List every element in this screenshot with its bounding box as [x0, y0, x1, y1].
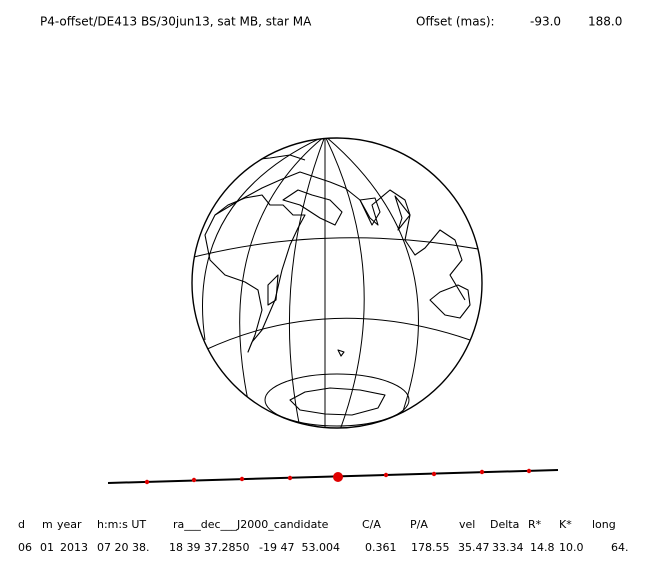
cell: 07 20 38.: [97, 541, 149, 554]
cell: 0.361: [365, 541, 397, 554]
cell: -19 47 53.004: [259, 541, 340, 554]
offset-label: Offset (mas):: [416, 15, 495, 29]
track-point: [526, 468, 532, 474]
cell: 14.8: [530, 541, 555, 554]
column-header: m: [42, 518, 53, 531]
column-header: K*: [559, 518, 572, 531]
column-header: d: [18, 518, 25, 531]
cell: 178.55: [411, 541, 450, 554]
cell: 2013: [60, 541, 88, 554]
cell: 06: [18, 541, 32, 554]
globe-outline: [191, 137, 483, 429]
table-header: d m year h:m:s UT ra___dec___J2000_candi…: [18, 518, 616, 531]
column-header: h:m:s UT: [97, 518, 146, 531]
column-header: Delta: [490, 518, 519, 531]
cell: 01: [40, 541, 54, 554]
cell: 10.0: [559, 541, 584, 554]
globe: [191, 137, 483, 429]
shadow-track: [107, 468, 559, 485]
offset-value: 188.0: [588, 15, 622, 29]
track-point: [383, 472, 389, 478]
column-header: long: [592, 518, 616, 531]
track-point: [191, 477, 197, 483]
column-header: year: [57, 518, 82, 531]
table-row: 06 01 2013 07 20 38. 18 39 37.2850 -19 4…: [18, 541, 629, 554]
cell: 33.34: [492, 541, 524, 554]
track-point: [144, 479, 150, 485]
cell: 18 39 37.2850: [169, 541, 249, 554]
track-point-center: [333, 472, 343, 482]
track-point: [431, 471, 437, 477]
track-point: [287, 475, 293, 481]
column-header: ra___dec___J2000_candidate: [173, 518, 329, 531]
track-points: [144, 468, 532, 485]
title: P4-offset/DE413 BS/30jun13, sat MB, star…: [40, 15, 312, 29]
graticule: [192, 138, 482, 428]
column-header: P/A: [410, 518, 428, 531]
column-header: C/A: [362, 518, 381, 531]
cell: 64.: [611, 541, 629, 554]
track-point: [239, 476, 245, 482]
column-header: vel: [459, 518, 475, 531]
cell: 35.47: [458, 541, 490, 554]
track-point: [479, 469, 485, 475]
offset-value: -93.0: [530, 15, 561, 29]
column-header: R*: [528, 518, 542, 531]
